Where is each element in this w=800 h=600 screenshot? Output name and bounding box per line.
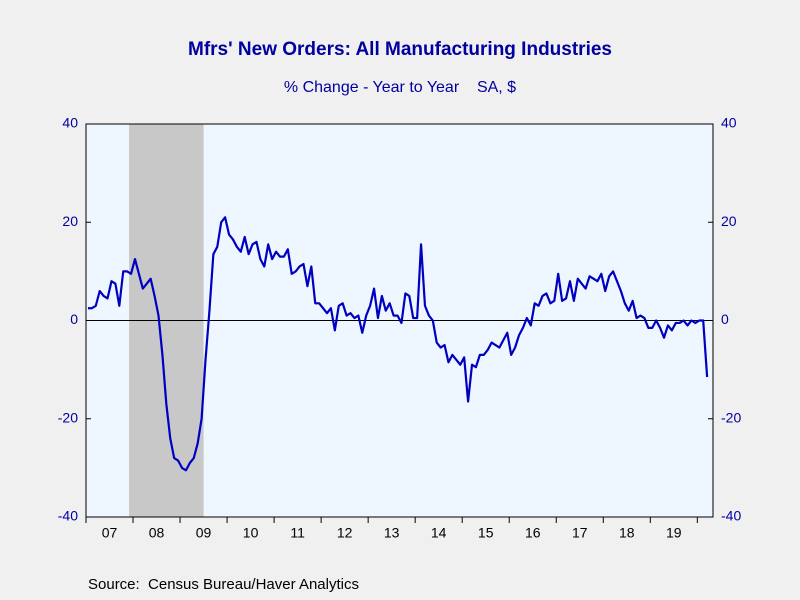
y2-tick-label: -20 — [721, 409, 741, 425]
chart-subtitle: % Change - Year to Year SA, $ — [284, 79, 516, 96]
y-tick-label: 0 — [70, 311, 78, 327]
y2-tick-label: 20 — [721, 213, 737, 229]
plot-frame — [85, 123, 714, 518]
x-tick-label: 19 — [666, 525, 682, 541]
source-note: Source: Census Bureau/Haver Analytics — [88, 576, 359, 593]
x-tick-label: 12 — [337, 525, 353, 541]
x-tick-label: 13 — [384, 525, 400, 541]
data-line — [87, 216, 709, 472]
x-tick-label: 15 — [478, 525, 494, 541]
x-tick-label: 09 — [196, 525, 212, 541]
y-tick-label: -20 — [58, 409, 78, 425]
x-tick-label: 16 — [525, 525, 541, 541]
x-tick-label: 14 — [431, 525, 447, 541]
y2-tick-label: -40 — [721, 508, 741, 524]
x-tick-label: 11 — [290, 525, 305, 541]
x-tick-label: 08 — [149, 525, 165, 541]
y-tick-label: 20 — [62, 213, 78, 229]
chart-title: Mfrs' New Orders: All Manufacturing Indu… — [188, 39, 612, 60]
x-tick-label: 17 — [572, 525, 588, 541]
y2-tick-label: 40 — [721, 115, 737, 131]
x-tick-label: 10 — [243, 525, 259, 541]
x-tick-label: 18 — [619, 525, 635, 541]
y2-tick-label: 0 — [721, 311, 729, 327]
y-tick-label: 40 — [62, 115, 78, 131]
x-tick-label: 07 — [102, 525, 118, 541]
y-tick-label: -40 — [58, 508, 78, 524]
